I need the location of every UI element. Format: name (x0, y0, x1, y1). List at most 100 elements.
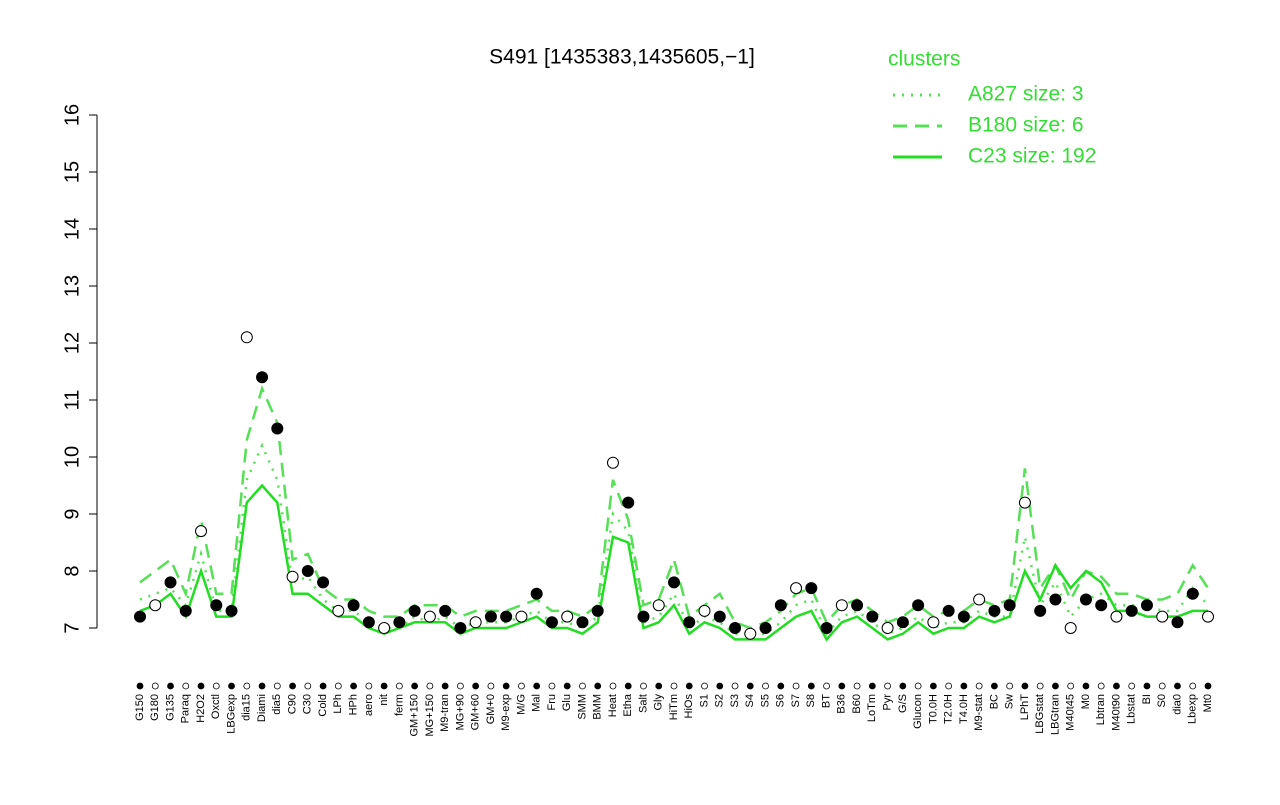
data-point (1186, 587, 1199, 600)
x-tick-label: M40t90 (1110, 694, 1122, 731)
data-point (1156, 610, 1169, 623)
x-tick-label: ferm (393, 694, 405, 716)
x-tick-label: dia5 (271, 694, 283, 715)
data-point (530, 587, 543, 600)
x-tick-label: G180 (149, 694, 161, 721)
sample-dot (228, 682, 235, 690)
x-tick-label: S4 (744, 694, 756, 707)
sample-dot (1143, 682, 1151, 690)
sample-dot (823, 682, 830, 690)
data-point (1125, 604, 1138, 617)
x-tick-label: G135 (164, 694, 176, 721)
sample-dot (640, 682, 647, 690)
sample-dot (441, 682, 449, 690)
sample-dot (365, 682, 373, 690)
data-point (561, 610, 574, 623)
legend-label: C23 size: 192 (968, 145, 1096, 168)
data-point (149, 599, 162, 612)
sample-dot (899, 682, 907, 690)
data-point (210, 599, 223, 612)
x-tick-label: HiOs (683, 694, 695, 719)
x-tick-label: Paraq (180, 694, 192, 723)
y-tick-label: 15 (61, 161, 83, 183)
data-point (378, 622, 391, 634)
data-point (484, 610, 497, 623)
data-point (820, 622, 833, 634)
x-tick-label: Lbstat (1126, 694, 1138, 724)
sample-dot (1113, 682, 1120, 690)
x-tick-label: HiTm (668, 694, 680, 720)
x-tick-label: LBGexp (225, 694, 237, 734)
chart-title: S491 [1435383,1435605,−1] (489, 46, 755, 69)
x-tick-label: LoTm (866, 694, 878, 722)
sample-dot (319, 682, 327, 690)
sample-dot (289, 682, 296, 690)
x-tick-label: M9-stat (973, 694, 985, 731)
data-point (301, 565, 314, 577)
data-point (973, 593, 986, 606)
sample-dot (1158, 682, 1166, 690)
sample-dot (1174, 682, 1181, 690)
data-point (195, 525, 208, 538)
cluster-line (139, 483, 1208, 642)
sample-dot (1021, 682, 1029, 690)
data-point (225, 604, 238, 617)
legend-label: A827 size: 3 (968, 83, 1084, 106)
x-tick-label: BMM (592, 694, 604, 720)
sample-dot (426, 682, 434, 690)
x-tick-label: LPhT (1019, 694, 1031, 721)
data-point (179, 604, 192, 617)
x-tick-label: Gly (653, 694, 665, 711)
sample-dot (624, 682, 632, 690)
cluster-line (139, 385, 1210, 630)
x-tick-label: nit (378, 694, 390, 706)
x-tick-label: Heat (607, 694, 619, 717)
sample-dot (945, 682, 953, 690)
data-point (988, 604, 1001, 617)
data-point (1003, 599, 1016, 612)
data-point (1018, 496, 1031, 509)
data-point (1064, 622, 1077, 634)
x-tick-label: Mal (531, 694, 543, 712)
legend-title: clusters (888, 48, 960, 71)
sample-dot (975, 682, 983, 690)
sample-dot (304, 682, 312, 690)
data-point (606, 456, 619, 469)
y-tick-label: 10 (61, 446, 83, 468)
y-tick-label: 8 (61, 565, 83, 576)
data-point (1110, 610, 1123, 623)
sample-dot (1128, 682, 1136, 690)
x-tick-label: HPh (348, 694, 360, 715)
data-point (591, 604, 604, 617)
sample-dot (609, 682, 617, 690)
sample-dot (914, 682, 922, 690)
data-point (851, 599, 864, 612)
sample-dot (548, 682, 556, 690)
sample-dot (1067, 682, 1075, 690)
x-tick-label: Glu (561, 694, 573, 711)
sample-dot (1082, 682, 1090, 690)
x-tick-label: M40t45 (1065, 694, 1077, 731)
data-point (698, 604, 711, 617)
data-point (1095, 599, 1108, 612)
x-tick-label: GM+60 (470, 694, 482, 730)
x-tick-label: GM+0 (485, 694, 497, 724)
x-tick-label: S1 (698, 694, 710, 707)
data-point (256, 371, 269, 384)
y-tick-label: 12 (61, 332, 83, 354)
data-point (408, 604, 421, 617)
data-point (332, 604, 345, 617)
sample-dot (1204, 682, 1212, 690)
data-point (423, 610, 436, 623)
sample-dot (807, 682, 815, 690)
x-tick-label: Sw (1004, 694, 1016, 709)
data-point (713, 610, 726, 623)
data-point (668, 576, 680, 589)
sample-dot (853, 682, 861, 690)
sample-dot (960, 682, 968, 690)
x-tick-label: Pyr (882, 694, 894, 711)
data-point (790, 582, 803, 595)
sample-dot (701, 682, 708, 690)
x-tick-label: Glucon (912, 694, 924, 729)
